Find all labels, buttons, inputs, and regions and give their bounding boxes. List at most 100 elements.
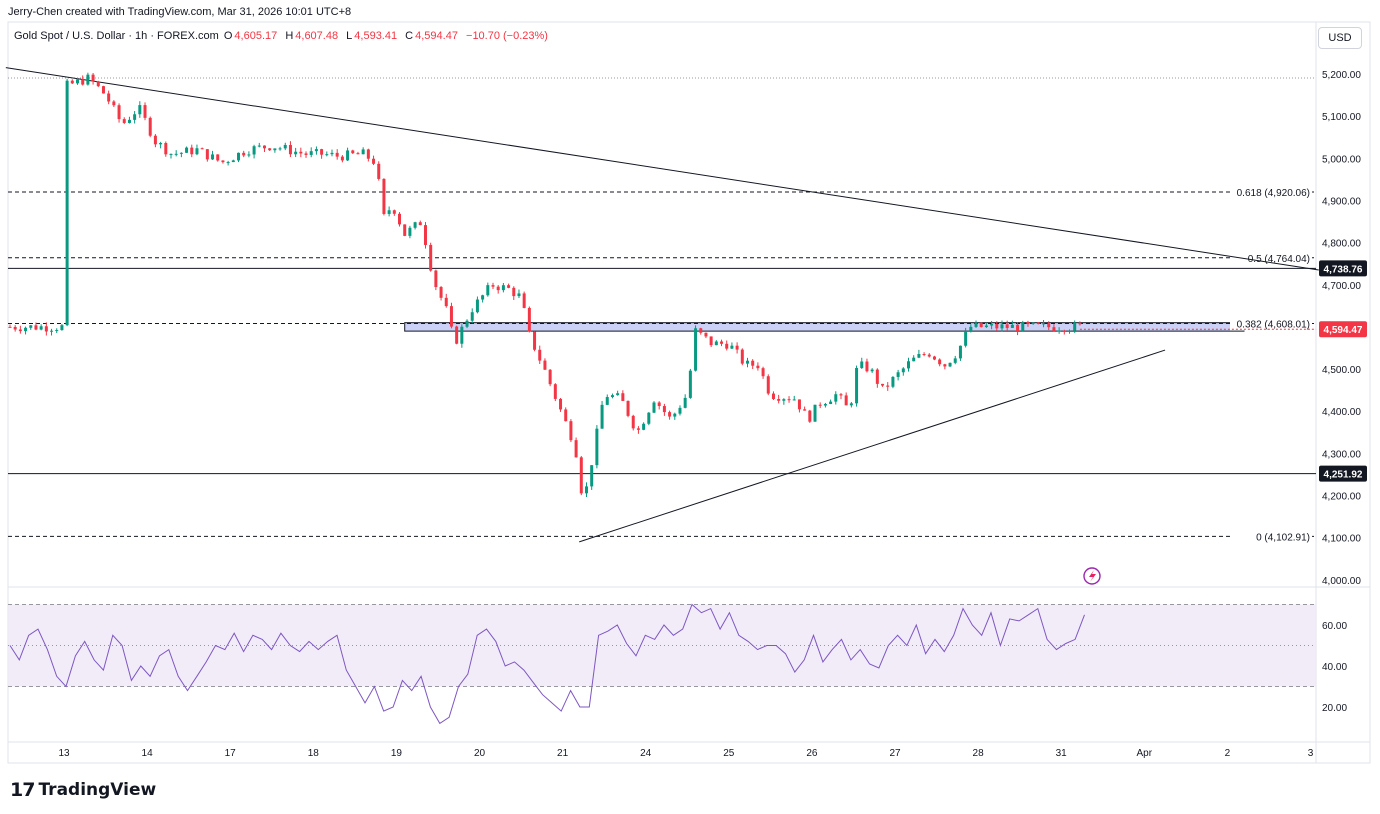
candle-body bbox=[600, 404, 604, 429]
price-axis-tick: 4,000.00 bbox=[1322, 576, 1361, 587]
candle-body bbox=[190, 147, 194, 155]
candle-body bbox=[413, 222, 417, 228]
candle-body bbox=[418, 222, 422, 226]
low-value: 4,593.41 bbox=[354, 30, 398, 42]
candle-body bbox=[148, 117, 152, 136]
candle-body bbox=[200, 148, 204, 150]
candle-body bbox=[372, 158, 376, 164]
lightning-bolt-icon bbox=[1089, 570, 1096, 582]
time-axis-tick: 21 bbox=[557, 748, 569, 759]
candle-body bbox=[896, 372, 900, 377]
candle-body bbox=[460, 326, 464, 344]
time-axis-tick: 27 bbox=[889, 748, 901, 759]
tradingview-logo[interactable]: 17 TradingView bbox=[10, 779, 156, 801]
price-label: 4,738.76 bbox=[1324, 264, 1363, 275]
candle-body bbox=[325, 154, 329, 156]
time-axis-tick: 14 bbox=[142, 748, 154, 759]
candle-body bbox=[153, 135, 157, 145]
candle-body bbox=[974, 322, 978, 327]
candle-body bbox=[164, 142, 168, 155]
time-axis-tick: 17 bbox=[225, 748, 237, 759]
time-axis-tick: 28 bbox=[973, 748, 985, 759]
time-axis-tick: 31 bbox=[1056, 748, 1068, 759]
candle-body bbox=[387, 210, 391, 214]
open-value: 4,605.17 bbox=[234, 30, 278, 42]
candle-body bbox=[34, 325, 38, 330]
candle-body bbox=[366, 149, 370, 159]
candle-body bbox=[647, 412, 651, 424]
candle-body bbox=[304, 153, 308, 155]
candle-body bbox=[720, 341, 724, 344]
candle-body bbox=[797, 399, 801, 410]
candle-body bbox=[704, 332, 708, 337]
price-axis-tick: 5,100.00 bbox=[1322, 112, 1361, 123]
candle-body bbox=[969, 326, 973, 332]
trendline-descending bbox=[5, 67, 1319, 271]
fib-label-bg bbox=[1230, 184, 1312, 199]
price-axis-tick: 4,400.00 bbox=[1322, 407, 1361, 418]
candle-body bbox=[756, 365, 760, 369]
candle-body bbox=[782, 399, 786, 401]
lightning-icon bbox=[1083, 567, 1101, 585]
symbol-name: Gold Spot / U.S. Dollar · 1h · FOREX.com bbox=[14, 30, 219, 42]
candles bbox=[8, 72, 1082, 498]
candle-body bbox=[50, 330, 54, 332]
candle-body bbox=[605, 397, 609, 405]
candle-body bbox=[590, 465, 594, 487]
candle-body bbox=[423, 225, 427, 245]
candle-body bbox=[24, 327, 28, 332]
time-axis-tick: 26 bbox=[806, 748, 818, 759]
candle-body bbox=[610, 395, 614, 398]
candle-body bbox=[226, 162, 230, 164]
open-label: O bbox=[223, 30, 233, 42]
candle-body bbox=[314, 149, 318, 152]
rsi-axis-tick: 60.00 bbox=[1322, 621, 1347, 632]
candle-body bbox=[127, 119, 131, 123]
price-axis-tick: 4,300.00 bbox=[1322, 449, 1361, 460]
time-axis-tick: Apr bbox=[1137, 748, 1153, 759]
candle-body bbox=[943, 364, 947, 367]
candle-body bbox=[636, 428, 640, 430]
candle-body bbox=[751, 360, 755, 366]
candle-body bbox=[257, 145, 261, 147]
currency-button[interactable]: USD bbox=[1318, 27, 1362, 49]
candle-body bbox=[377, 163, 381, 179]
candle-body bbox=[1073, 322, 1077, 331]
candle-body bbox=[886, 385, 890, 387]
candle-body bbox=[683, 397, 687, 408]
candle-body bbox=[262, 145, 266, 149]
candle-body bbox=[668, 412, 672, 417]
fib-label-bg bbox=[1230, 529, 1312, 544]
candle-body bbox=[652, 402, 656, 413]
candle-body bbox=[174, 153, 178, 155]
rsi-axis-tick: 20.00 bbox=[1322, 703, 1347, 714]
tradingview-logo-text: TradingView bbox=[38, 780, 157, 800]
candle-body bbox=[595, 428, 599, 466]
change-value: −10.70 (−0.23%) bbox=[466, 30, 548, 42]
fib-label-bg bbox=[1230, 316, 1312, 331]
candle-body bbox=[278, 148, 282, 150]
candle-body bbox=[1036, 322, 1040, 324]
time-axis-tick: 3 bbox=[1308, 748, 1314, 759]
trendline-ascending bbox=[579, 349, 1166, 543]
low-label: L bbox=[346, 30, 353, 42]
candle-body bbox=[55, 330, 59, 332]
candle-body bbox=[205, 149, 209, 160]
candle-body bbox=[839, 394, 843, 396]
price-label-bg bbox=[1319, 321, 1367, 338]
price-label: 4,594.47 bbox=[1324, 325, 1363, 336]
candle-body bbox=[823, 403, 827, 406]
candle-body bbox=[231, 160, 235, 163]
candle-body bbox=[927, 354, 931, 357]
candle-body bbox=[496, 286, 500, 291]
candle-body bbox=[1052, 327, 1056, 331]
candle-body bbox=[486, 285, 490, 296]
candle-body bbox=[1078, 322, 1082, 325]
candle-body bbox=[922, 354, 926, 356]
candle-body bbox=[1047, 323, 1051, 328]
candle-body bbox=[964, 331, 968, 346]
candle-body bbox=[699, 328, 703, 333]
candle-body bbox=[907, 361, 911, 369]
price-axis-tick: 5,000.00 bbox=[1322, 154, 1361, 165]
